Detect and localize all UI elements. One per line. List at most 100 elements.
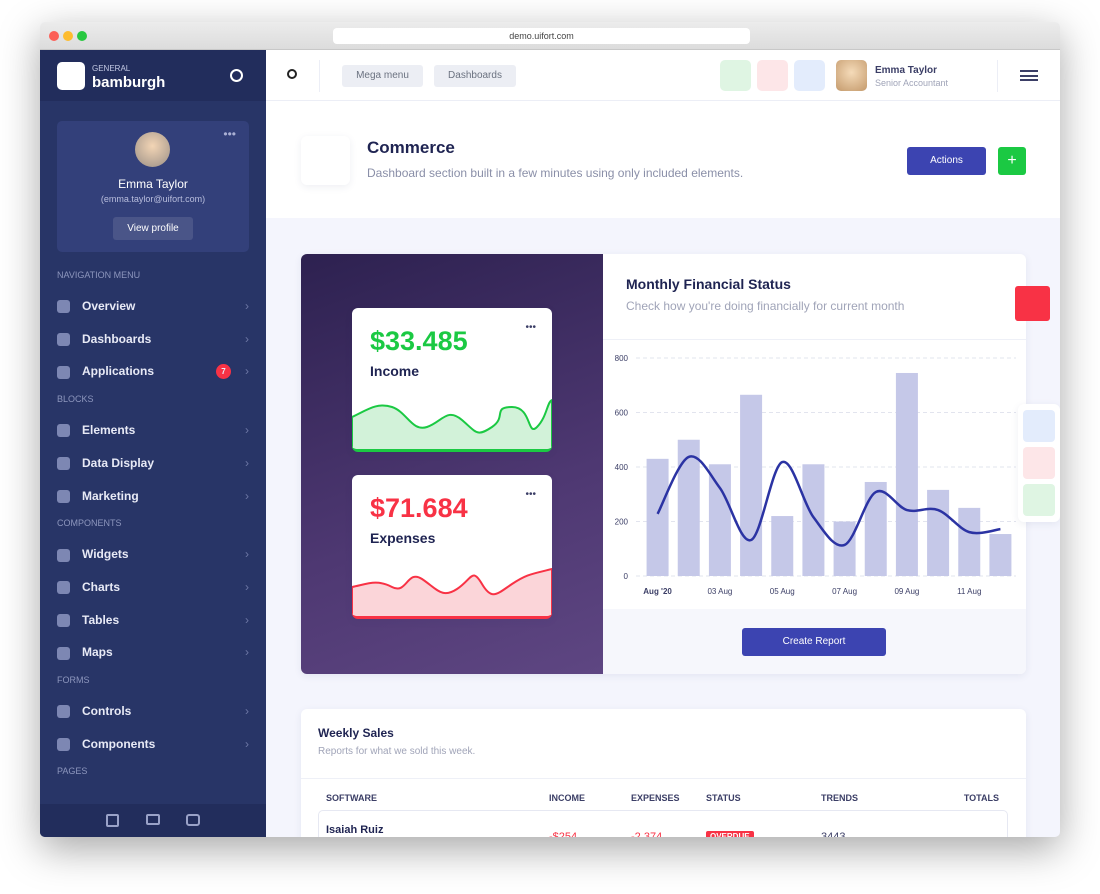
income-card: $33.485 Income •••: [352, 308, 552, 452]
bar: [802, 464, 825, 576]
x-tick-label: 11 Aug: [957, 587, 981, 596]
share[interactable]: [1023, 410, 1055, 442]
menu[interactable]: [1020, 70, 1038, 81]
more[interactable]: •••: [525, 322, 536, 333]
nav-label: Controls: [82, 704, 132, 718]
weekly-sales: Weekly Sales Reports for what we sold th…: [301, 709, 1026, 837]
footer-icon[interactable]: [106, 814, 119, 827]
sidebar-footer: [40, 804, 266, 837]
nav-item[interactable]: Controls ›: [57, 699, 249, 723]
nav-item[interactable]: Tables ›: [57, 608, 249, 632]
x-tick-label: 07 Aug: [832, 587, 857, 596]
nav-item[interactable]: Dashboards ›: [57, 327, 249, 351]
footer-icon[interactable]: [186, 814, 200, 826]
column-header: STATUS: [706, 793, 741, 803]
profile-card: ••• Emma Taylor (emma.taylor@uifort.com)…: [57, 121, 249, 252]
divider: [603, 339, 1026, 340]
nav-icon: [57, 548, 70, 562]
nav-label: Maps: [82, 645, 113, 660]
x-tick-label: 03 Aug: [707, 587, 732, 596]
bar: [740, 394, 763, 576]
bar: [958, 507, 981, 576]
income-value: $33.485: [370, 326, 468, 356]
info[interactable]: [1023, 484, 1055, 516]
line: [656, 455, 1001, 547]
income-label: Income: [370, 363, 420, 379]
chevron: ›: [245, 423, 249, 438]
nav-item[interactable]: Widgets ›: [57, 542, 249, 566]
nav-item[interactable]: Charts ›: [57, 575, 249, 599]
bar: [771, 516, 794, 576]
chart-title: Monthly Financial Status: [626, 276, 791, 292]
chevron: ›: [245, 488, 249, 503]
settings-button[interactable]: [1015, 286, 1050, 321]
nav-item[interactable]: Maps ›: [57, 640, 249, 664]
column-header: SOFTWARE: [326, 793, 377, 803]
table-cell: Isaiah Ruiz: [326, 824, 384, 836]
nav-label: Dashboards: [82, 331, 152, 346]
more[interactable]: •••: [525, 489, 536, 500]
header-avatar[interactable]: [836, 60, 867, 91]
divider: [319, 60, 320, 92]
dashboards-button[interactable]: Dashboards: [434, 65, 516, 87]
table-row[interactable]: [318, 810, 1008, 837]
search[interactable]: [287, 69, 297, 79]
brand-name: bamburgh: [92, 74, 166, 91]
bar: [864, 481, 887, 576]
nav-item[interactable]: Overview ›: [57, 294, 249, 318]
page-icon: [301, 136, 350, 185]
chart-footer: Create Report: [603, 609, 1026, 674]
more[interactable]: •••: [223, 127, 236, 141]
bar: [927, 489, 950, 576]
mega-menu[interactable]: Mega menu: [342, 65, 423, 87]
team[interactable]: [794, 60, 825, 91]
table-cell: 3443: [821, 831, 846, 837]
close[interactable]: [49, 31, 59, 41]
notify[interactable]: [720, 60, 751, 91]
actions-button[interactable]: Actions: [907, 147, 986, 175]
reports[interactable]: [757, 60, 788, 91]
nav-label: Components: [82, 736, 156, 751]
nav-icon: [57, 613, 70, 627]
nav-item[interactable]: Marketing ›: [57, 484, 249, 508]
nav-label: Charts: [82, 579, 121, 594]
nav-item[interactable]: Applications 7 ›: [57, 359, 249, 383]
section-title: NAVIGATION MENU: [57, 270, 141, 280]
chevron: ›: [245, 579, 249, 594]
nav-item[interactable]: Components ›: [57, 732, 249, 756]
brand: GENERAL bamburgh: [40, 50, 266, 101]
chevron: ›: [245, 704, 249, 718]
chevron: ›: [245, 645, 249, 660]
add-button[interactable]: +: [998, 147, 1026, 175]
y-tick-label: 200: [615, 518, 629, 527]
nav-label: Data Display: [82, 455, 155, 470]
nav-icon: [57, 646, 70, 660]
maximize[interactable]: [77, 31, 87, 41]
expenses-sparkline: [352, 567, 552, 616]
create-report[interactable]: Create Report: [742, 628, 886, 656]
header-user: Emma Taylor: [875, 65, 938, 76]
chevron: ›: [245, 547, 249, 562]
view-profile[interactable]: View profile: [113, 217, 193, 240]
user-name: Emma Taylor: [118, 177, 188, 191]
nav-icon: [57, 300, 70, 314]
expenses-label: Expenses: [370, 530, 436, 546]
table-cell: OVERDUE: [706, 831, 754, 837]
minimize[interactable]: [63, 31, 73, 41]
nav-item[interactable]: Data Display ›: [57, 451, 249, 475]
expenses-card: $71.684 Expenses •••: [352, 475, 552, 619]
quick-panel: [1018, 404, 1060, 522]
nav-icon: [57, 581, 70, 595]
browser-window: demo.uifort.com GENERAL bamburgh ••• Emm…: [40, 22, 1060, 837]
nav-item[interactable]: Elements ›: [57, 418, 249, 442]
nav-icon: [57, 365, 70, 379]
nav-label: Elements: [82, 423, 136, 438]
user-email: (emma.taylor@uifort.com): [100, 194, 206, 204]
chevron: ›: [245, 736, 249, 751]
toggle[interactable]: [230, 69, 243, 82]
support[interactable]: [1023, 447, 1055, 479]
footer-icon[interactable]: [146, 814, 160, 825]
bar: [989, 534, 1012, 576]
table-cell: -2,374: [631, 831, 663, 837]
url-bar[interactable]: demo.uifort.com: [333, 28, 750, 44]
